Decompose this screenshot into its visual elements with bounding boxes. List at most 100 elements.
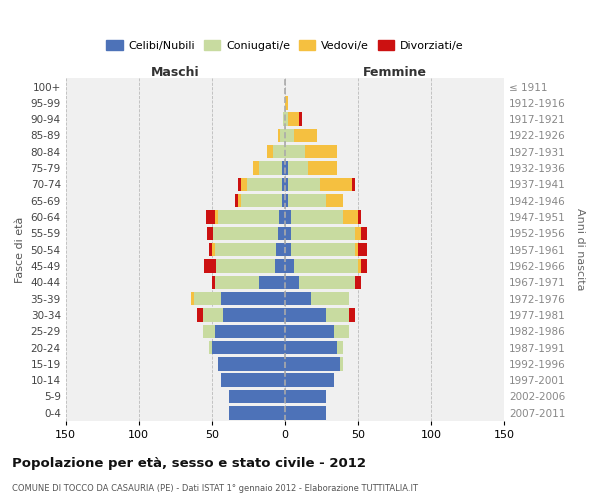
Bar xyxy=(285,357,340,370)
Bar xyxy=(285,390,326,403)
Bar xyxy=(358,210,361,224)
Bar xyxy=(285,194,288,207)
Bar xyxy=(320,178,352,191)
Bar xyxy=(334,324,349,338)
Bar xyxy=(259,276,285,289)
Bar xyxy=(282,178,285,191)
Text: Maschi: Maschi xyxy=(151,66,200,79)
Bar xyxy=(288,162,308,175)
Bar xyxy=(355,243,358,256)
Bar xyxy=(283,112,285,126)
Bar xyxy=(206,210,215,224)
Bar xyxy=(278,129,280,142)
Bar xyxy=(267,145,273,158)
Bar xyxy=(293,129,317,142)
Bar xyxy=(326,308,349,322)
Bar xyxy=(285,341,337,354)
Bar xyxy=(212,341,285,354)
Bar xyxy=(280,129,285,142)
Bar xyxy=(288,194,326,207)
Bar xyxy=(229,406,285,419)
Bar xyxy=(285,292,311,306)
Bar xyxy=(273,145,285,158)
Bar xyxy=(349,308,355,322)
Bar xyxy=(285,308,326,322)
Bar xyxy=(215,276,259,289)
Bar xyxy=(253,162,259,175)
Bar xyxy=(361,260,367,272)
Bar xyxy=(215,243,276,256)
Bar xyxy=(285,112,288,126)
Bar xyxy=(285,260,293,272)
Bar xyxy=(238,194,241,207)
Bar xyxy=(282,194,285,207)
Text: COMUNE DI TOCCO DA CASAURIA (PE) - Dati ISTAT 1° gennaio 2012 - Elaborazione TUT: COMUNE DI TOCCO DA CASAURIA (PE) - Dati … xyxy=(12,484,418,493)
Bar xyxy=(305,145,337,158)
Bar xyxy=(290,226,355,240)
Bar xyxy=(285,178,288,191)
Bar xyxy=(293,260,358,272)
Bar xyxy=(340,357,343,370)
Bar xyxy=(259,162,282,175)
Bar xyxy=(209,243,212,256)
Bar xyxy=(285,276,299,289)
Bar xyxy=(212,243,215,256)
Bar xyxy=(203,324,215,338)
Bar xyxy=(241,178,247,191)
Bar xyxy=(337,341,343,354)
Bar xyxy=(223,308,285,322)
Bar xyxy=(229,390,285,403)
Bar xyxy=(209,341,212,354)
Bar xyxy=(238,178,241,191)
Bar xyxy=(299,112,302,126)
Bar xyxy=(311,292,349,306)
Bar xyxy=(221,374,285,387)
Bar xyxy=(235,194,238,207)
Bar xyxy=(285,226,290,240)
Bar xyxy=(361,226,367,240)
Bar xyxy=(218,210,279,224)
Bar xyxy=(352,178,355,191)
Bar xyxy=(276,243,285,256)
Bar xyxy=(285,162,288,175)
Bar xyxy=(194,292,221,306)
Bar xyxy=(278,226,285,240)
Bar xyxy=(326,194,343,207)
Y-axis label: Fasce di età: Fasce di età xyxy=(15,216,25,283)
Bar xyxy=(282,162,285,175)
Text: Popolazione per età, sesso e stato civile - 2012: Popolazione per età, sesso e stato civil… xyxy=(12,458,366,470)
Bar xyxy=(279,210,285,224)
Bar xyxy=(308,162,337,175)
Bar xyxy=(358,260,361,272)
Bar xyxy=(343,210,358,224)
Bar xyxy=(275,260,285,272)
Bar xyxy=(285,324,334,338)
Bar xyxy=(215,210,218,224)
Bar xyxy=(285,96,288,110)
Bar xyxy=(355,276,361,289)
Bar xyxy=(285,145,305,158)
Bar xyxy=(285,374,334,387)
Bar xyxy=(358,243,367,256)
Bar xyxy=(218,357,285,370)
Bar xyxy=(221,292,285,306)
Bar xyxy=(285,243,290,256)
Text: Femmine: Femmine xyxy=(362,66,427,79)
Bar xyxy=(191,292,194,306)
Bar xyxy=(247,178,282,191)
Bar xyxy=(355,226,361,240)
Bar xyxy=(290,210,343,224)
Bar xyxy=(290,243,355,256)
Bar xyxy=(215,324,285,338)
Bar xyxy=(288,112,299,126)
Bar xyxy=(216,260,275,272)
Bar xyxy=(212,276,215,289)
Bar xyxy=(205,260,216,272)
Bar xyxy=(197,308,203,322)
Bar xyxy=(285,129,293,142)
Bar xyxy=(288,178,320,191)
Bar xyxy=(299,276,355,289)
Bar xyxy=(285,210,290,224)
Bar xyxy=(208,226,213,240)
Bar xyxy=(285,406,326,419)
